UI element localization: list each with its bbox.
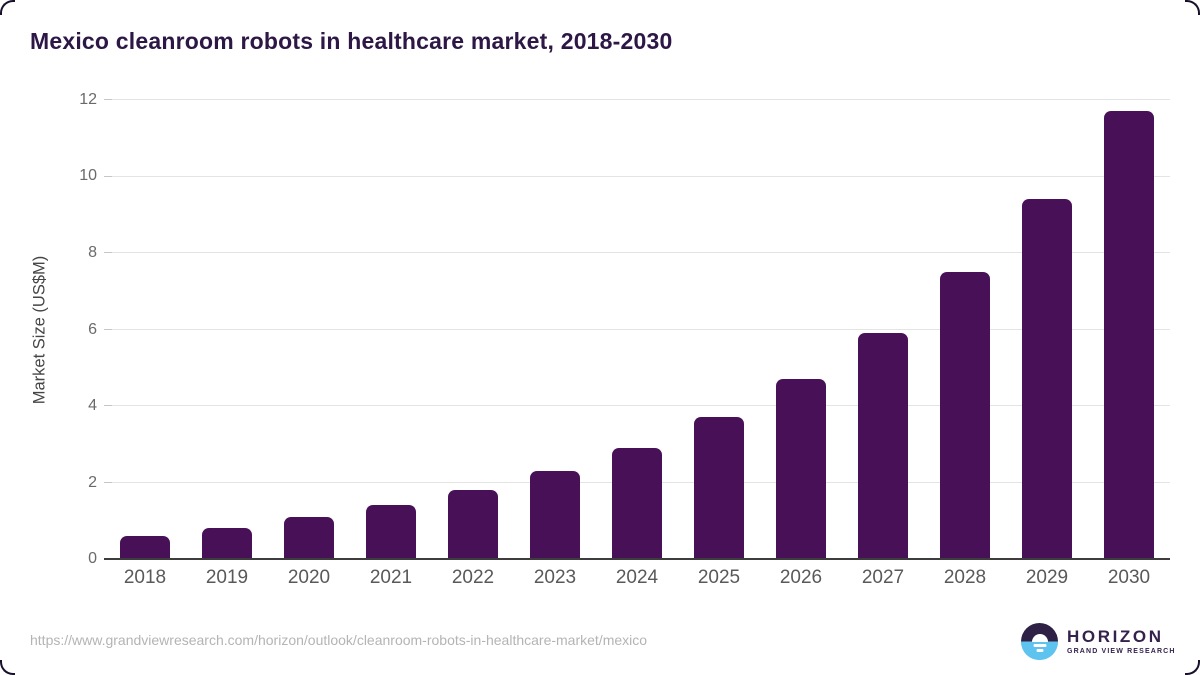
bar-2022 [448, 490, 498, 559]
bar-2024 [612, 448, 662, 559]
y-tick-label-4: 4 [88, 396, 97, 414]
gridline-10 [104, 175, 1170, 177]
x-tick-label-2029: 2029 [1025, 567, 1069, 588]
x-tick-label-2026: 2026 [779, 567, 823, 588]
rounded-corner-top-right [1185, 0, 1200, 15]
plot-area [104, 99, 1170, 560]
reflection-dash [1036, 649, 1043, 652]
gridline-8 [104, 252, 1170, 254]
bar-2030 [1104, 111, 1154, 559]
horizon-logo: HORIZON GRAND VIEW RESEARCH [1021, 623, 1176, 660]
x-tick-label-2030: 2030 [1107, 567, 1151, 588]
x-tick-label-2025: 2025 [697, 567, 741, 588]
logo-name: HORIZON [1067, 627, 1164, 646]
x-tick-label-2024: 2024 [615, 567, 659, 588]
bar-slot-2026 [760, 100, 842, 559]
page-title: Mexico cleanroom robots in healthcare ma… [30, 28, 673, 54]
x-tick-label-2027: 2027 [861, 567, 905, 588]
bar-2027 [858, 333, 908, 559]
y-tick-label-0: 0 [88, 550, 97, 567]
bar-2018 [120, 536, 170, 559]
y-tick-label-8: 8 [88, 243, 97, 261]
bar-slot-2028 [924, 100, 1006, 559]
x-axis-line [104, 558, 1170, 560]
rounded-corner-top-left [0, 0, 15, 15]
bar-slot-2025 [678, 100, 760, 559]
y-tick-label-6: 6 [88, 320, 97, 338]
x-tick-label-2018: 2018 [123, 567, 167, 588]
x-tick-label-2020: 2020 [287, 567, 331, 588]
x-tick-label-2021: 2021 [369, 567, 413, 588]
x-axis-labels: 2018 2019 2020 2021 2022 2023 2024 2025 2026 2027… [104, 567, 1170, 589]
bar-slot-2022 [432, 100, 514, 559]
bar-2028 [940, 272, 990, 559]
bar-2021 [366, 505, 416, 559]
gridline-12 [104, 99, 1170, 100]
bar-2026 [776, 379, 826, 559]
reflection-dash [1033, 644, 1046, 647]
y-axis-ticks: 0 2 4 6 8 10 12 [0, 91, 97, 567]
bars [104, 100, 1170, 559]
logo-text: HORIZON GRAND VIEW RESEARCH [1067, 628, 1176, 655]
x-tick-label-2022: 2022 [451, 567, 495, 588]
y-tick-label-10: 10 [79, 167, 97, 185]
bar-slot-2019 [186, 100, 268, 559]
bar-2020 [284, 516, 334, 559]
logo-subtitle: GRAND VIEW RESEARCH [1067, 648, 1176, 655]
water-shape [1021, 641, 1058, 660]
bar-slot-2020 [268, 100, 350, 559]
rounded-corner-bottom-left [0, 660, 15, 675]
bar-slot-2024 [596, 100, 678, 559]
rounded-corner-bottom-right [1185, 660, 1200, 675]
bar-2019 [202, 528, 252, 559]
y-tick-label-2: 2 [88, 473, 97, 491]
y-tick-label-12: 12 [79, 91, 97, 108]
x-tick-label-2023: 2023 [533, 567, 577, 588]
bar-slot-2023 [514, 100, 596, 559]
bar-slot-2029 [1006, 100, 1088, 559]
bar-slot-2021 [350, 100, 432, 559]
x-tick-label-2019: 2019 [205, 567, 249, 588]
bar-2023 [530, 471, 580, 559]
bar-2025 [694, 417, 744, 559]
sun-over-horizon-icon [1021, 623, 1058, 660]
bar-2029 [1022, 199, 1072, 559]
source-url: https://www.grandviewresearch.com/horizo… [30, 632, 648, 648]
bar-slot-2030 [1088, 100, 1170, 559]
bar-slot-2018 [104, 100, 186, 559]
bar-slot-2027 [842, 100, 924, 559]
x-tick-label-2028: 2028 [943, 567, 987, 588]
gridline-4 [104, 405, 1170, 407]
gridline-6 [104, 328, 1170, 330]
